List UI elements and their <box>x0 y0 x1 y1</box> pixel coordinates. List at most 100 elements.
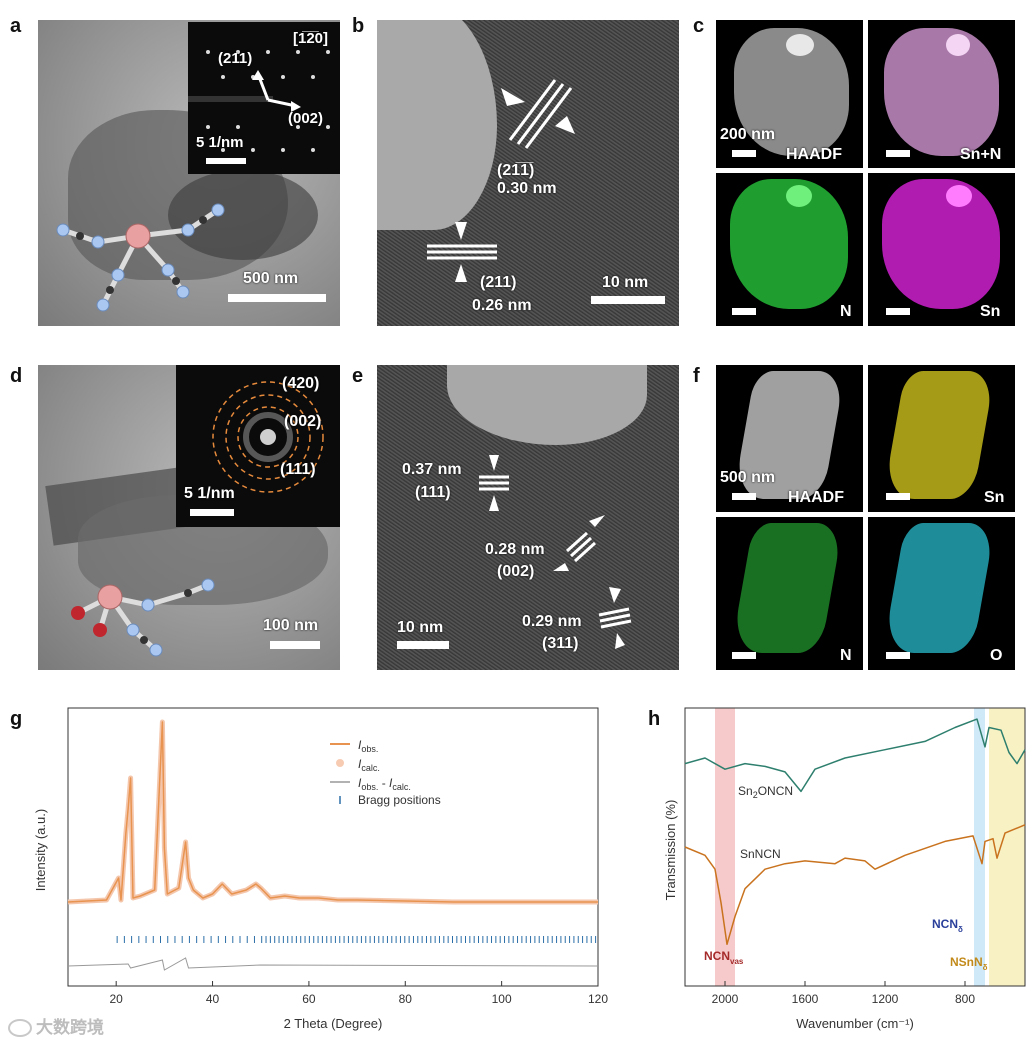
map-label: Sn <box>980 303 1001 320</box>
legend-bragg: Bragg positions <box>358 793 441 807</box>
eds-map-haadf: 200 nm HAADF <box>716 20 863 168</box>
plane-hkl: (311) <box>542 635 579 652</box>
ftir-chart: 2000 1600 1200 800 Transmission (%) Wavenum… <box>663 707 1026 1031</box>
hrtem-image-b: (21̅1̅) 0.30 nm (211) 0.26 nm 10 nm <box>377 20 679 326</box>
diffraction-pattern <box>188 50 330 152</box>
scale-bar <box>270 641 320 649</box>
scale-label: 500 nm <box>720 469 776 486</box>
x-tick-label: 2000 <box>712 992 739 1006</box>
y-axis-label: Transmission (%) <box>663 800 678 901</box>
spot-label: (002) <box>288 110 324 127</box>
vacuum-region <box>377 20 497 230</box>
band-label-nsnn-delta: NSnNδ <box>950 955 988 972</box>
scale-bar <box>228 294 326 302</box>
band-shade <box>974 708 985 986</box>
diffraction-rings <box>212 381 324 493</box>
panel-label-d: d <box>10 365 23 387</box>
band-shade <box>715 708 735 986</box>
x-axis-label: 2 Theta (Degree) <box>284 1016 383 1031</box>
x-tick-label: 800 <box>955 992 975 1006</box>
series-snncn <box>684 824 1026 946</box>
series-label-snncn: SnNCN <box>740 847 781 861</box>
lattice-markers <box>479 455 632 649</box>
x-tick-label: 20 <box>110 992 124 1006</box>
x-axis-label: Wavenumber (cm⁻¹) <box>796 1016 914 1031</box>
scale-bar <box>591 296 665 304</box>
plot-frame <box>67 707 599 987</box>
x-tick-label: 60 <box>302 992 316 1006</box>
panel-label-b: b <box>352 15 365 37</box>
x-tick-label: 40 <box>206 992 220 1006</box>
series-calc <box>67 719 598 905</box>
molecule-sn-o-ncn <box>71 578 215 657</box>
legend: Iobs. Icalc. Iobs. - Icalc. Bragg positi… <box>330 738 441 807</box>
ring-label: (111) <box>280 461 316 478</box>
scale-bar <box>732 652 756 659</box>
map-label: Sn+N <box>960 146 1002 163</box>
plane-d-spacing: 0.37 nm <box>402 461 462 478</box>
spot-label: (211) <box>218 50 253 67</box>
map-label: N <box>840 647 852 664</box>
plane-d-spacing: 0.28 nm <box>485 541 545 558</box>
plane-d-spacing: 0.30 nm <box>497 180 557 197</box>
scale-label: 100 nm <box>263 617 319 634</box>
watermark-icon <box>8 1019 32 1037</box>
eds-map-n: N <box>716 517 863 670</box>
inset-scale-bar <box>190 509 234 516</box>
flake-dark <box>168 170 318 260</box>
panel-label-h: h <box>648 708 661 730</box>
series-obs <box>67 721 598 903</box>
tem-image-d: (420) (002) (111) 5 1/nm 100 nm <box>38 365 340 670</box>
legend-calc: Icalc. <box>358 757 380 773</box>
bragg-marks <box>116 936 597 943</box>
x-ticks: 2000 1600 1200 800 <box>712 981 975 1006</box>
series-diff <box>67 957 599 971</box>
sn-atom <box>97 584 123 610</box>
panel-label-e: e <box>352 365 364 387</box>
inset-scale-label: 5 1/nm <box>184 485 235 502</box>
scale-bar <box>732 308 756 315</box>
bands <box>715 708 1025 986</box>
panel-label-a: a <box>10 15 22 37</box>
scale-bar <box>886 652 910 659</box>
eds-map-sn-n: Sn+N <box>868 20 1015 168</box>
lattice-markers <box>427 79 575 282</box>
panel-label-f: f <box>693 365 700 387</box>
series <box>67 719 599 971</box>
scale-bar <box>886 493 910 500</box>
eds-map-haadf: 500 nm HAADF <box>716 365 863 512</box>
sn-atom <box>125 223 151 249</box>
o-atom <box>93 623 107 637</box>
map-label: HAADF <box>788 489 844 506</box>
legend-diff: Iobs. - Icalc. <box>358 776 411 792</box>
xrd-rietveld-chart: 20 40 60 80 100 120 Intensity (a.u.) 2 Theta … <box>33 707 608 1031</box>
plane-d-spacing: 0.26 nm <box>472 297 532 314</box>
molecule-sn-ncn <box>56 203 225 312</box>
hrtem-image-e: 0.37 nm (111) 0.28 nm (002) 0.29 nm (311… <box>377 365 679 670</box>
x-tick-label: 120 <box>588 992 608 1006</box>
band-label-ncn-vas: NCNvas <box>704 949 744 966</box>
plane-hkl: (211) <box>480 274 517 291</box>
scale-bar <box>886 308 910 315</box>
plane-d-spacing: 0.29 nm <box>522 613 582 630</box>
y-axis-label: Intensity (a.u.) <box>33 809 48 891</box>
series-sn2oncn <box>684 718 1026 793</box>
scale-label: 200 nm <box>720 126 776 143</box>
eds-map-sn: Sn <box>868 173 1015 326</box>
x-tick-label: 1600 <box>792 992 819 1006</box>
eds-map-n: N <box>716 173 863 326</box>
map-label: O <box>990 647 1003 664</box>
plane-hkl: (111) <box>415 484 451 501</box>
scale-label: 10 nm <box>397 619 444 636</box>
ring-label: (420) <box>282 375 320 392</box>
scale-label: 500 nm <box>243 270 299 287</box>
plane-hkl: (21̅1̅) <box>497 162 535 179</box>
saed-inset: [1̅2̅0] (211) (002) 5 1/nm <box>188 22 340 174</box>
legend-swatch-calc <box>336 759 344 767</box>
inset-scale-label: 5 1/nm <box>196 134 244 151</box>
map-label: Sn <box>984 489 1005 506</box>
x-ticks: 20 40 60 80 100 120 <box>110 981 608 1006</box>
panel-label-g: g <box>10 708 23 730</box>
map-label: N <box>840 303 852 320</box>
band-label-ncn-delta: NCNδ <box>932 917 963 934</box>
